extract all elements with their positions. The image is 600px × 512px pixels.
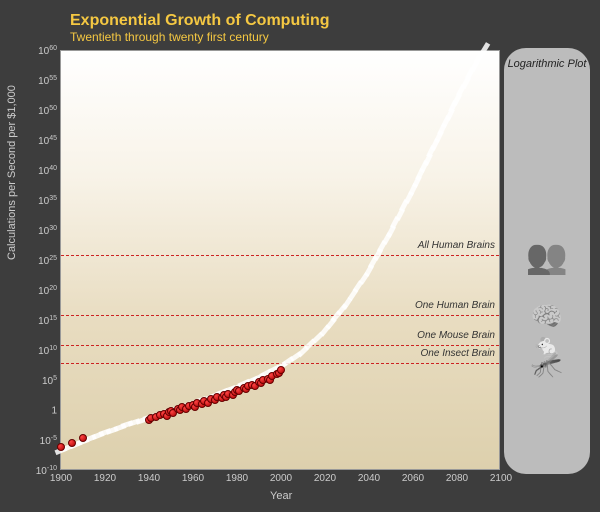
reference-label: One Insect Brain: [421, 348, 495, 359]
x-tick: 1980: [226, 469, 248, 484]
reference-label: All Human Brains: [418, 240, 495, 251]
x-tick: 1960: [182, 469, 204, 484]
reference-label: One Mouse Brain: [417, 330, 495, 341]
y-tick: 1045: [38, 135, 61, 147]
insect-icon: 🦟: [531, 349, 563, 380]
chart-title: Exponential Growth of Computing: [70, 12, 330, 30]
x-tick: 2060: [402, 469, 424, 484]
human-brain-icon: 🧠: [531, 301, 563, 332]
human-brains-icon: 👥: [526, 237, 568, 277]
y-tick: 1035: [38, 195, 61, 207]
x-tick: 2020: [314, 469, 336, 484]
y-tick: 1015: [38, 315, 61, 327]
data-point: [79, 434, 87, 442]
reference-line: All Human Brains: [61, 255, 499, 256]
x-tick: 2080: [446, 469, 468, 484]
data-point: [57, 443, 65, 451]
chart-subtitle: Twentieth through twenty first century: [70, 30, 330, 44]
y-tick: 1025: [38, 255, 61, 267]
y-tick: 1050: [38, 105, 61, 117]
y-tick: 1: [51, 406, 61, 417]
y-tick: 1040: [38, 165, 61, 177]
right-panel: Logarithmic Plot 👥🧠🐁🦟: [504, 48, 590, 474]
y-tick: 105: [42, 375, 61, 387]
trend-dash: [479, 42, 490, 55]
x-tick: 1940: [138, 469, 160, 484]
data-point: [68, 439, 76, 447]
x-tick: 1900: [50, 469, 72, 484]
reference-label: One Human Brain: [415, 300, 495, 311]
x-tick: 2100: [490, 469, 512, 484]
panel-label: Logarithmic Plot: [504, 58, 590, 70]
x-tick: 1920: [94, 469, 116, 484]
reference-line: One Mouse Brain: [61, 345, 499, 346]
y-tick: 1010: [38, 345, 61, 357]
y-tick: 1030: [38, 225, 61, 237]
y-tick: 1060: [38, 45, 61, 57]
x-tick: 2040: [358, 469, 380, 484]
data-point: [277, 366, 285, 374]
x-axis-label: Year: [270, 490, 292, 502]
x-tick: 2000: [270, 469, 292, 484]
y-axis-label: Calculations per Second per $1,000: [6, 85, 18, 260]
reference-line: One Human Brain: [61, 315, 499, 316]
y-tick: 1055: [38, 75, 61, 87]
plot-area: 10-1010-51105101010151020102510301035104…: [60, 50, 500, 470]
y-tick: 1020: [38, 285, 61, 297]
